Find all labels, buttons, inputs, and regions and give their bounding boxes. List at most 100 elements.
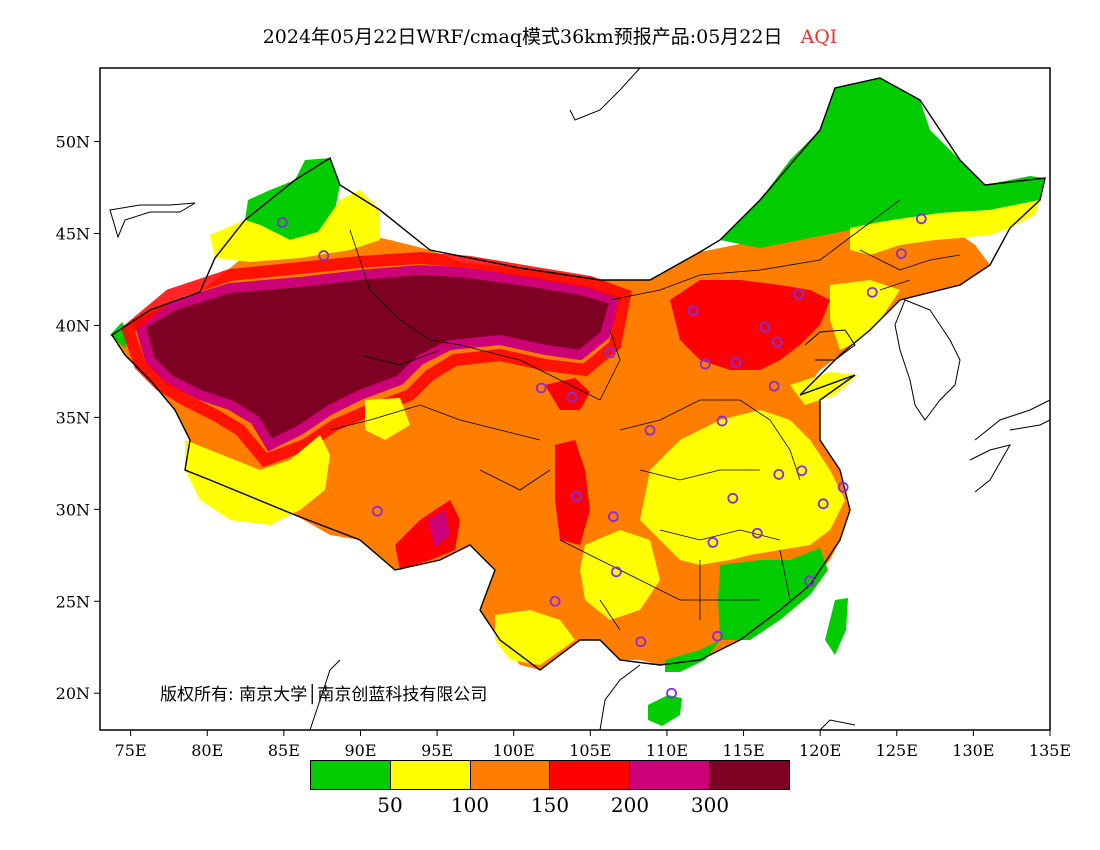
colorbar xyxy=(310,760,790,790)
colorbar-cell xyxy=(389,761,470,789)
colorbar-label: 300 xyxy=(690,793,730,817)
station-marker-shanghai xyxy=(837,481,849,493)
station-marker-xining xyxy=(535,382,547,394)
boundary-gansu xyxy=(459,329,621,401)
lat-tick-label: 50N xyxy=(56,133,90,152)
lat-tick-label: 20N xyxy=(56,684,90,703)
colorbar-cell xyxy=(469,761,550,789)
coastline-bohai xyxy=(804,329,856,361)
lon-tick-label: 75E xyxy=(115,741,147,760)
colorbar-label: 200 xyxy=(610,793,650,817)
plot-frame xyxy=(99,67,1051,731)
station-marker-kunming xyxy=(549,595,561,607)
title-main: 2024年05月22日WRF/cmaq模式36km预报产品:05月22日 xyxy=(262,26,783,48)
lon-tick-label: 125E xyxy=(876,741,918,760)
lon-tick-label: 85E xyxy=(268,741,300,760)
lat-tick-label: 25N xyxy=(56,592,90,611)
station-marker-chongqing xyxy=(607,511,619,523)
lon-tick-label: 120E xyxy=(799,741,841,760)
station-marker-jinan xyxy=(768,380,780,392)
region-yellow-west-tibet xyxy=(185,435,330,525)
station-marker-beijing xyxy=(759,321,771,333)
station-marker-changchun xyxy=(895,248,907,260)
coastline-myanmar xyxy=(309,659,341,731)
boundary-south xyxy=(559,539,791,631)
station-marker-shijiazhuang2 xyxy=(793,288,805,300)
copyright-text: 版权所有: 南京大学│南京创蓝科技有限公司 xyxy=(160,685,488,705)
colorbar-label: 100 xyxy=(450,793,490,817)
coastline-layer xyxy=(109,67,1051,731)
station-marker-shenyang xyxy=(866,286,878,298)
station-marker-nanchang xyxy=(751,527,763,539)
station-marker-nanning xyxy=(635,636,647,648)
lon-axis: 75E 80E 85E 90E 95E 100E 105E 110E 115E 120E 125E 1… xyxy=(115,730,1071,760)
region-yellow-central xyxy=(640,410,845,565)
station-markers xyxy=(276,213,927,699)
station-marker-hohhot xyxy=(687,305,699,317)
station-marker-harbin xyxy=(915,213,927,225)
station-marker-karamay xyxy=(276,217,288,228)
boundary-central xyxy=(619,399,801,541)
colorbar-cell xyxy=(311,761,390,789)
station-marker-yinchuan xyxy=(604,347,616,359)
lon-tick-label: 105E xyxy=(569,741,611,760)
station-marker-hangzhou xyxy=(817,498,829,510)
station-marker-guangzhou xyxy=(712,630,723,642)
colorbar-label: 150 xyxy=(530,793,570,817)
station-marker-shijiazhuang xyxy=(730,356,742,368)
lon-tick-label: 110E xyxy=(646,741,688,760)
colorbar-cell xyxy=(629,761,710,789)
lon-tick-label: 135E xyxy=(1029,741,1071,760)
map-title: 2024年05月22日WRF/cmaq模式36km预报产品:05月22日 AQI xyxy=(0,22,1100,49)
colorbar-label: 50 xyxy=(377,793,403,817)
lon-tick-label: 95E xyxy=(421,741,453,760)
china-outline xyxy=(111,77,1046,671)
region-green-xinjiang xyxy=(245,158,340,240)
boundary-xinjiang xyxy=(349,229,461,366)
region-green-taiwan xyxy=(825,598,848,655)
region-yellow-qinghai xyxy=(365,398,410,440)
colorbar-cell xyxy=(549,761,630,789)
station-marker-fuzhou xyxy=(804,575,815,587)
lat-tick-label: 40N xyxy=(56,316,90,335)
colorbar-cell xyxy=(709,761,789,789)
coastline-sakhalin xyxy=(569,67,641,121)
coastline-korea xyxy=(894,299,961,421)
region-magenta-ring xyxy=(134,264,622,452)
region-yellow-northeast xyxy=(850,200,1040,255)
boundary-tibet-qinghai xyxy=(329,404,551,491)
region-green-guangxi xyxy=(665,640,720,672)
coastline-japan xyxy=(969,399,1051,493)
station-marker-lhasa xyxy=(371,505,383,517)
aqi-fill-layer xyxy=(110,78,1045,726)
region-yellow-xinjiang xyxy=(210,190,380,262)
station-marker-xian xyxy=(644,424,656,436)
station-marker-urumqi xyxy=(318,250,330,261)
region-green-southeast xyxy=(718,548,828,640)
lon-tick-label: 100E xyxy=(493,741,535,760)
region-maroon-tarim xyxy=(140,270,615,445)
station-marker-nanjing xyxy=(796,465,808,477)
station-marker-guiyang xyxy=(610,566,622,578)
station-marker-haikou xyxy=(666,687,677,699)
lon-tick-label: 90E xyxy=(344,741,376,760)
lon-tick-label: 80E xyxy=(191,741,223,760)
region-red-sichuan xyxy=(555,440,590,545)
region-red-northchina xyxy=(670,280,830,370)
title-variable: AQI xyxy=(800,26,838,48)
station-marker-zhengzhou xyxy=(716,415,728,427)
lat-tick-label: 35N xyxy=(56,408,90,427)
station-marker-taiyuan xyxy=(699,358,711,370)
lat-axis: 50N 45N 40N 35N 30N 25N 20N xyxy=(56,133,100,703)
station-marker-changsha xyxy=(707,537,719,548)
coastline-indochina xyxy=(599,664,856,731)
region-red-gansu xyxy=(545,378,590,410)
region-green-northeast xyxy=(720,78,1045,248)
coastline-balkhash xyxy=(109,202,196,239)
station-marker-hefei xyxy=(773,468,785,480)
station-marker-lanzhou xyxy=(566,391,578,403)
lat-tick-label: 30N xyxy=(56,500,90,519)
region-green-hainan xyxy=(648,695,682,726)
region-yellow-liaoning xyxy=(830,280,900,350)
